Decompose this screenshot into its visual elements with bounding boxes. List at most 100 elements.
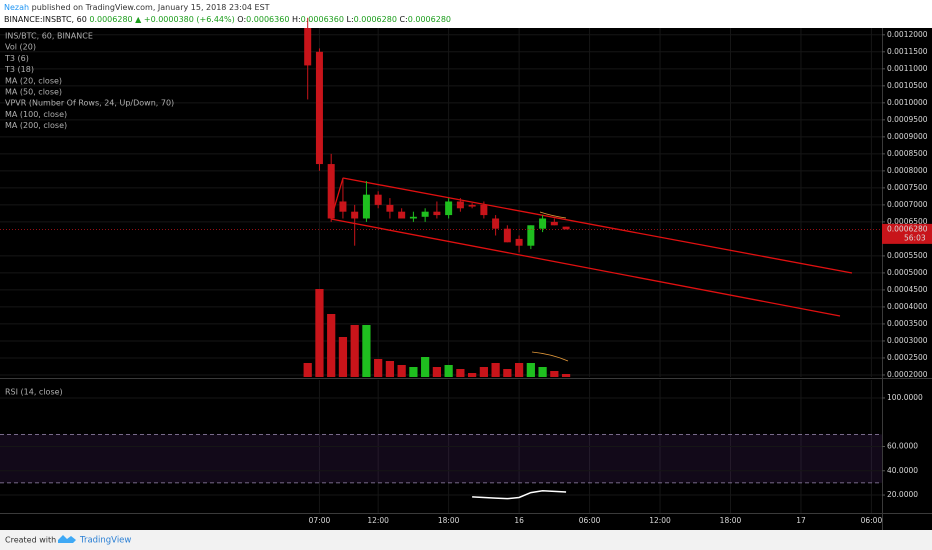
volume-bar <box>503 369 512 377</box>
volume-bar <box>479 367 488 377</box>
candle-body <box>527 225 535 246</box>
volume-bar <box>385 361 395 377</box>
volume-bar <box>456 369 465 377</box>
volume-bar <box>374 359 383 377</box>
countdown: 56:03 <box>904 233 926 242</box>
indicator-label: MA (200, close) <box>5 121 67 130</box>
ohlc-key: L: <box>346 15 353 24</box>
indicator-label: MA (20, close) <box>5 76 62 85</box>
x-tick-label: 12:00 <box>367 516 389 525</box>
volume-bar <box>315 289 324 377</box>
candle-body <box>492 218 500 229</box>
y-tick-label: 0.0005000 <box>887 268 928 277</box>
y-tick-label: 0.0011500 <box>887 47 928 56</box>
candle-body <box>421 211 429 217</box>
candle-body <box>456 201 464 209</box>
candle-body <box>327 164 335 219</box>
channel-lower <box>330 218 841 317</box>
y-tick-label: 0.0009500 <box>887 115 928 124</box>
candle-body <box>539 218 547 229</box>
x-tick-label: 18:00 <box>438 516 460 525</box>
volume-bar <box>526 363 535 377</box>
indicator-label: MA (100, close) <box>5 110 67 119</box>
volume-bar <box>550 371 559 377</box>
candle-body <box>433 211 441 216</box>
y-tick-label: 60.0000 <box>887 442 918 451</box>
x-tick-label: 06:00 <box>861 516 883 525</box>
x-tick-label: 17 <box>796 516 806 525</box>
indicator-label: T3 (18) <box>4 65 34 74</box>
x-tick-label: 07:00 <box>309 516 331 525</box>
x-tick-label: 12:00 <box>649 516 671 525</box>
logo <box>58 535 76 543</box>
y-tick-label: 100.0000 <box>887 393 923 402</box>
volume-bar <box>432 367 441 377</box>
volume-bar <box>514 363 524 377</box>
indicator-label: VPVR (Number Of Rows, 24, Up/Down, 70) <box>5 99 174 108</box>
footer-brand: TradingView <box>79 536 131 546</box>
footer-bar <box>0 530 932 550</box>
y-tick-label: 0.0010000 <box>887 98 928 107</box>
y-tick-label: 0.0008500 <box>887 149 928 158</box>
candle-body <box>445 201 453 216</box>
published: published on TradingView.com, January 15… <box>32 3 270 12</box>
x-tick-label: 18:00 <box>720 516 742 525</box>
y-tick-label: 0.0003500 <box>887 319 928 328</box>
volume-bar <box>538 367 547 377</box>
volume-bar <box>303 363 312 377</box>
volume-bar <box>350 325 359 377</box>
ohlc-value: 0.0006360 <box>301 15 344 24</box>
volume-bar <box>397 365 406 377</box>
footer-created: Created with <box>5 536 56 545</box>
candle-body <box>409 216 417 219</box>
y-tick-label: 40.0000 <box>887 466 918 475</box>
indicator-label: Vol (20) <box>5 43 36 52</box>
candle-body <box>398 211 406 219</box>
header-line-1: Nezah published on TradingView.com, Janu… <box>4 3 270 12</box>
y-tick-label: 0.0004000 <box>887 302 928 311</box>
candle-body <box>503 228 511 243</box>
y-tick-label: 0.0006500 <box>887 217 928 226</box>
volume-bar <box>468 373 477 377</box>
ohlc-value: 0.0006280 <box>354 15 397 24</box>
ohlc-key: H: <box>292 15 301 24</box>
y-tick-label: 0.0010500 <box>887 81 928 90</box>
candle-body <box>374 194 382 205</box>
volume-bar <box>421 357 430 377</box>
y-tick-label: 20.0000 <box>887 490 918 499</box>
volume-average <box>531 351 569 362</box>
x-tick-label: 16 <box>514 516 524 525</box>
y-tick-label: 0.0005500 <box>887 251 928 260</box>
volume-bar <box>561 374 571 377</box>
indicator-label: T3 (6) <box>4 54 29 63</box>
price-label-box <box>882 223 932 244</box>
ohlc-key: C: <box>399 15 407 24</box>
volume-bar <box>327 314 336 377</box>
moving-average <box>539 211 567 219</box>
candle-body <box>562 226 570 230</box>
volume-bar <box>491 363 500 377</box>
candle-body <box>304 28 312 66</box>
indicator-label: INS/BTC, 60, BINANCE <box>5 32 93 41</box>
y-tick-label: 0.0002500 <box>887 353 928 362</box>
candle-body <box>480 204 488 216</box>
volume-bar <box>409 367 418 377</box>
candle-body <box>515 238 523 246</box>
y-tick-label: 0.0003000 <box>887 336 928 345</box>
y-tick-label: 0.0004500 <box>887 285 928 294</box>
x-tick-label: 06:00 <box>579 516 601 525</box>
channel-upper <box>342 177 853 274</box>
author: Nezah <box>4 3 29 12</box>
rsi-line <box>472 490 567 500</box>
candle-body <box>386 204 394 212</box>
candle-body <box>362 194 370 219</box>
candle-body <box>351 211 359 219</box>
y-tick-label: 0.0007000 <box>887 200 928 209</box>
candle-body <box>468 204 476 207</box>
y-tick-label: 0.0009000 <box>887 132 928 141</box>
price-label: 0.0006280 <box>887 224 928 233</box>
candle-body <box>315 51 323 165</box>
ohlc-value: 0.0006360 <box>246 15 289 24</box>
